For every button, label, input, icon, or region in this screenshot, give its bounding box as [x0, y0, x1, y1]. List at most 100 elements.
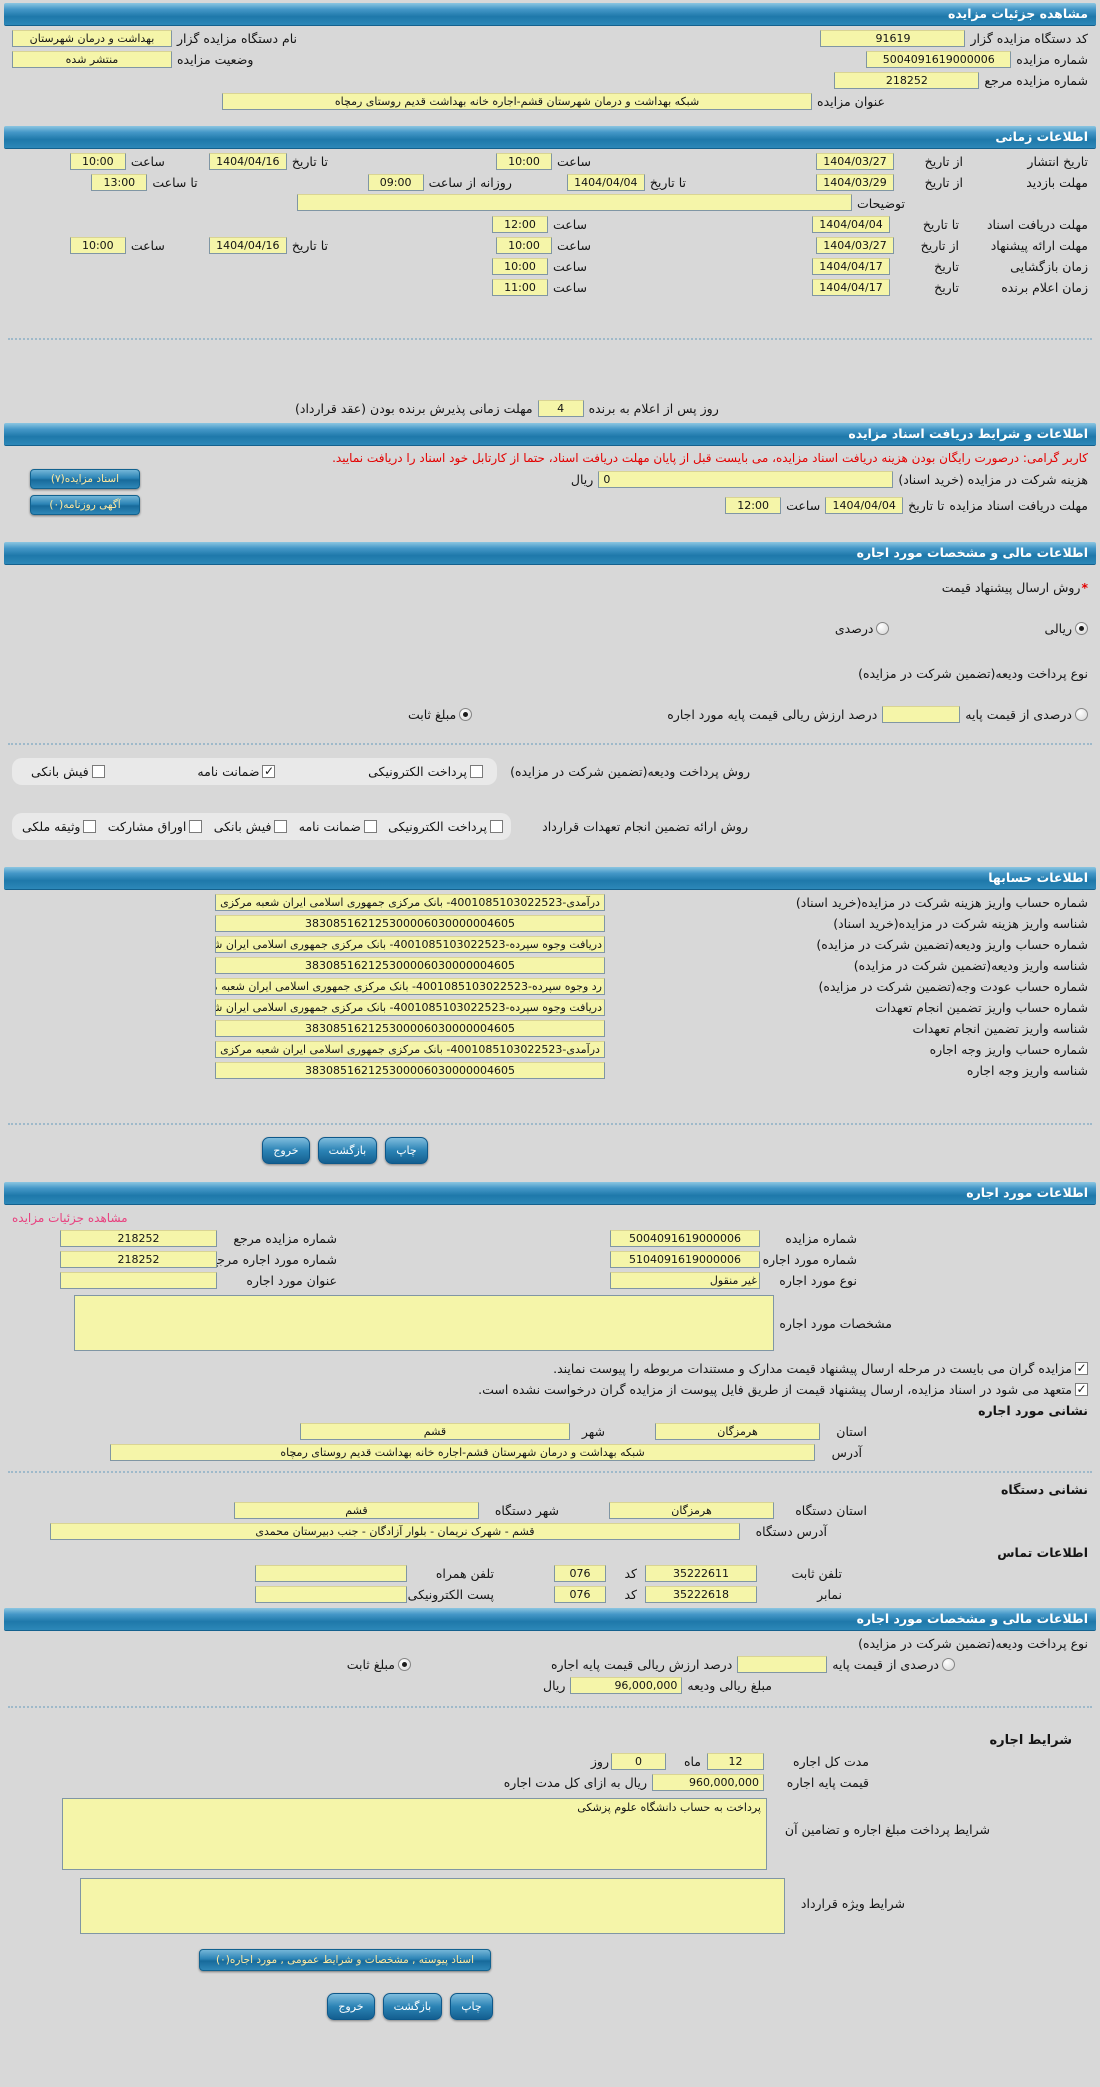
org-address-input[interactable]: قشم - شهرک نریمان - بلوار آزادگان - جنب …: [50, 1523, 740, 1540]
g-bonds-checkbox[interactable]: [189, 820, 203, 833]
phone-input[interactable]: 35222611: [645, 1565, 757, 1582]
rental-specs-textarea[interactable]: [74, 1295, 775, 1351]
print-button-2[interactable]: چاپ: [450, 1993, 493, 2020]
visit-daily-from-input[interactable]: 09:00: [367, 174, 424, 191]
payment-terms-textarea[interactable]: پرداخت به حساب دانشگاه علوم پزشکی: [62, 1798, 767, 1870]
back-button-2[interactable]: بازگشت: [382, 1993, 443, 2020]
org-city-input[interactable]: قشم: [234, 1502, 479, 1519]
docs-receive-date-input[interactable]: 1404/04/04: [825, 496, 904, 514]
view-auction-details-link[interactable]: مشاهده جزئیات مزایده: [12, 1210, 128, 1225]
exit-button-2[interactable]: خروج: [327, 1993, 375, 2020]
account-input[interactable]: 383085162125300006030000004605: [215, 957, 605, 974]
account-input[interactable]: 383085162125300006030000004605: [215, 1062, 605, 1079]
status-input[interactable]: منتشر شده: [12, 51, 172, 68]
exit-button[interactable]: خروج: [262, 1137, 310, 1164]
note2-checkbox[interactable]: [1075, 1382, 1088, 1396]
account-input[interactable]: درآمدی-4001085103022523- بانک مرکزی جمهو…: [215, 1041, 605, 1058]
visit-from-date-input[interactable]: 1404/03/29: [816, 174, 894, 191]
docs-deadline-time-input[interactable]: 12:00: [491, 216, 548, 233]
org-code-input[interactable]: 91619: [820, 30, 966, 47]
auction-ref-input[interactable]: 218252: [834, 72, 980, 89]
newspaper-ad-button[interactable]: آگهی روزنامه(۰): [30, 495, 140, 515]
special-terms-textarea[interactable]: [80, 1878, 785, 1934]
back-button[interactable]: بازگشت: [317, 1137, 378, 1164]
guarantee-letter-checkbox[interactable]: [262, 764, 276, 778]
publish-from-date-input[interactable]: 1404/03/27: [816, 153, 894, 170]
status-label: وضعیت مزایده: [177, 52, 254, 67]
percent-radio[interactable]: [876, 622, 890, 635]
rental-address-input[interactable]: شبکه بهداشت و درمان شهرستان قشم-اجاره خا…: [110, 1444, 815, 1461]
attachments-button[interactable]: اسناد پیوسته , مشخصات و شرایط عمومی , مو…: [199, 1949, 491, 1971]
rental-item-ref-input[interactable]: 218252: [60, 1251, 217, 1268]
g-letter-checkbox[interactable]: [363, 820, 377, 833]
rial-radio[interactable]: [1075, 622, 1088, 635]
rental-city-input[interactable]: قشم: [300, 1423, 570, 1440]
account-input[interactable]: 383085162125300006030000004605: [215, 915, 605, 932]
visit-to-date-input[interactable]: 1404/04/04: [566, 174, 645, 191]
guarantee-option: ضمانت نامه: [297, 819, 377, 834]
mobile-input[interactable]: [255, 1565, 407, 1582]
email-input[interactable]: [255, 1586, 407, 1603]
docs-fee-input[interactable]: 0: [598, 470, 894, 488]
contract-guarantee-label: روش ارائه تضمین انجام تعهدات قرارداد: [542, 819, 748, 834]
rental-province-input[interactable]: هرمزگان: [655, 1423, 820, 1440]
docs-receive-time-input[interactable]: 12:00: [725, 496, 782, 514]
percent-base-input[interactable]: [882, 706, 961, 723]
account-input[interactable]: دریافت وجوه سپرده-4001085103022523- بانک…: [215, 936, 605, 953]
rental-fixed-radio[interactable]: [397, 1658, 411, 1671]
rental-auction-ref-input[interactable]: 218252: [60, 1230, 217, 1247]
rental-percent-base-input[interactable]: [737, 1656, 828, 1673]
percent-base-suffix: درصد ارزش ریالی قیمت پایه مورد اجاره: [667, 707, 878, 722]
auction-number-input[interactable]: 5004091619000006: [866, 51, 1012, 68]
lease-price-input[interactable]: 960,000,000: [652, 1774, 764, 1791]
g-receipt-checkbox[interactable]: [274, 820, 288, 833]
account-row: شماره حساب واریز تضمین انجام تعهدات دریا…: [0, 997, 1100, 1018]
offer-from-date-input[interactable]: 1404/03/27: [816, 237, 894, 254]
offer-to-date-input[interactable]: 1404/04/16: [208, 237, 287, 254]
lease-days-input[interactable]: 0: [611, 1753, 666, 1770]
opening-date-input[interactable]: 1404/04/17: [812, 258, 890, 275]
rental-percent-base-radio[interactable]: [942, 1658, 955, 1671]
publish-to-time-input[interactable]: 10:00: [69, 153, 126, 170]
publish-to-date-input[interactable]: 1404/04/16: [208, 153, 287, 170]
fax-code-input[interactable]: 076: [554, 1586, 606, 1603]
rental-item-no-input[interactable]: 5104091619000006: [610, 1251, 760, 1268]
dotted-divider: [8, 1471, 1092, 1473]
visit-daily-to-input[interactable]: 13:00: [91, 174, 148, 191]
rental-type-input[interactable]: غیر منقول: [610, 1272, 760, 1289]
account-input[interactable]: درآمدی-4001085103022523- بانک مرکزی جمهو…: [215, 894, 605, 911]
account-input[interactable]: رد وجوه سپرده-4001085103022523- بانک مرک…: [215, 978, 605, 995]
deposit-amount-input[interactable]: 96,000,000: [570, 1677, 683, 1694]
fixed-amount-radio[interactable]: [459, 708, 473, 721]
g-property-label: وثیقه ملکی: [22, 819, 81, 834]
g-electronic-checkbox[interactable]: [490, 820, 503, 833]
opening-time-input[interactable]: 10:00: [491, 258, 548, 275]
bank-receipt-checkbox[interactable]: [91, 765, 105, 778]
winner-date-input[interactable]: 1404/04/17: [812, 279, 890, 296]
rental-title-input[interactable]: [60, 1272, 217, 1289]
rental-auction-no-input[interactable]: 5004091619000006: [610, 1230, 760, 1247]
org-province-input[interactable]: هرمزگان: [609, 1502, 774, 1519]
publish-from-time-input[interactable]: 10:00: [495, 153, 552, 170]
lease-months-input[interactable]: 12: [707, 1753, 764, 1770]
auction-docs-button[interactable]: اسناد مزایده(۷): [30, 469, 140, 489]
offer-to-time-input[interactable]: 10:00: [69, 237, 126, 254]
winner-accept-days-input[interactable]: 4: [537, 400, 584, 417]
account-input[interactable]: دریافت وجوه سپرده-4001085103022523- بانک…: [215, 999, 605, 1016]
account-input[interactable]: 383085162125300006030000004605: [215, 1020, 605, 1037]
phone-code-input[interactable]: 076: [554, 1565, 606, 1582]
note1-checkbox[interactable]: [1075, 1361, 1088, 1375]
print-button[interactable]: چاپ: [385, 1137, 428, 1164]
fax-input[interactable]: 35222618: [645, 1586, 757, 1603]
auction-title-input[interactable]: شبکه بهداشت و درمان شهرستان قشم-اجاره خا…: [222, 93, 813, 110]
org-name-input[interactable]: بهداشت و درمان شهرستان: [12, 30, 172, 47]
g-property-checkbox[interactable]: [83, 820, 97, 833]
visit-daily-from-label: روزانه از ساعت: [428, 175, 512, 190]
docs-deadline-date-input[interactable]: 1404/04/04: [812, 216, 890, 233]
percent-base-radio[interactable]: [1075, 708, 1088, 721]
electronic-payment-checkbox[interactable]: [470, 765, 483, 778]
offer-from-time-input[interactable]: 10:00: [495, 237, 552, 254]
timing-notes-input[interactable]: [297, 194, 853, 211]
electronic-payment-label: پرداخت الکترونیکی: [368, 764, 467, 779]
winner-time-input[interactable]: 11:00: [491, 279, 548, 296]
